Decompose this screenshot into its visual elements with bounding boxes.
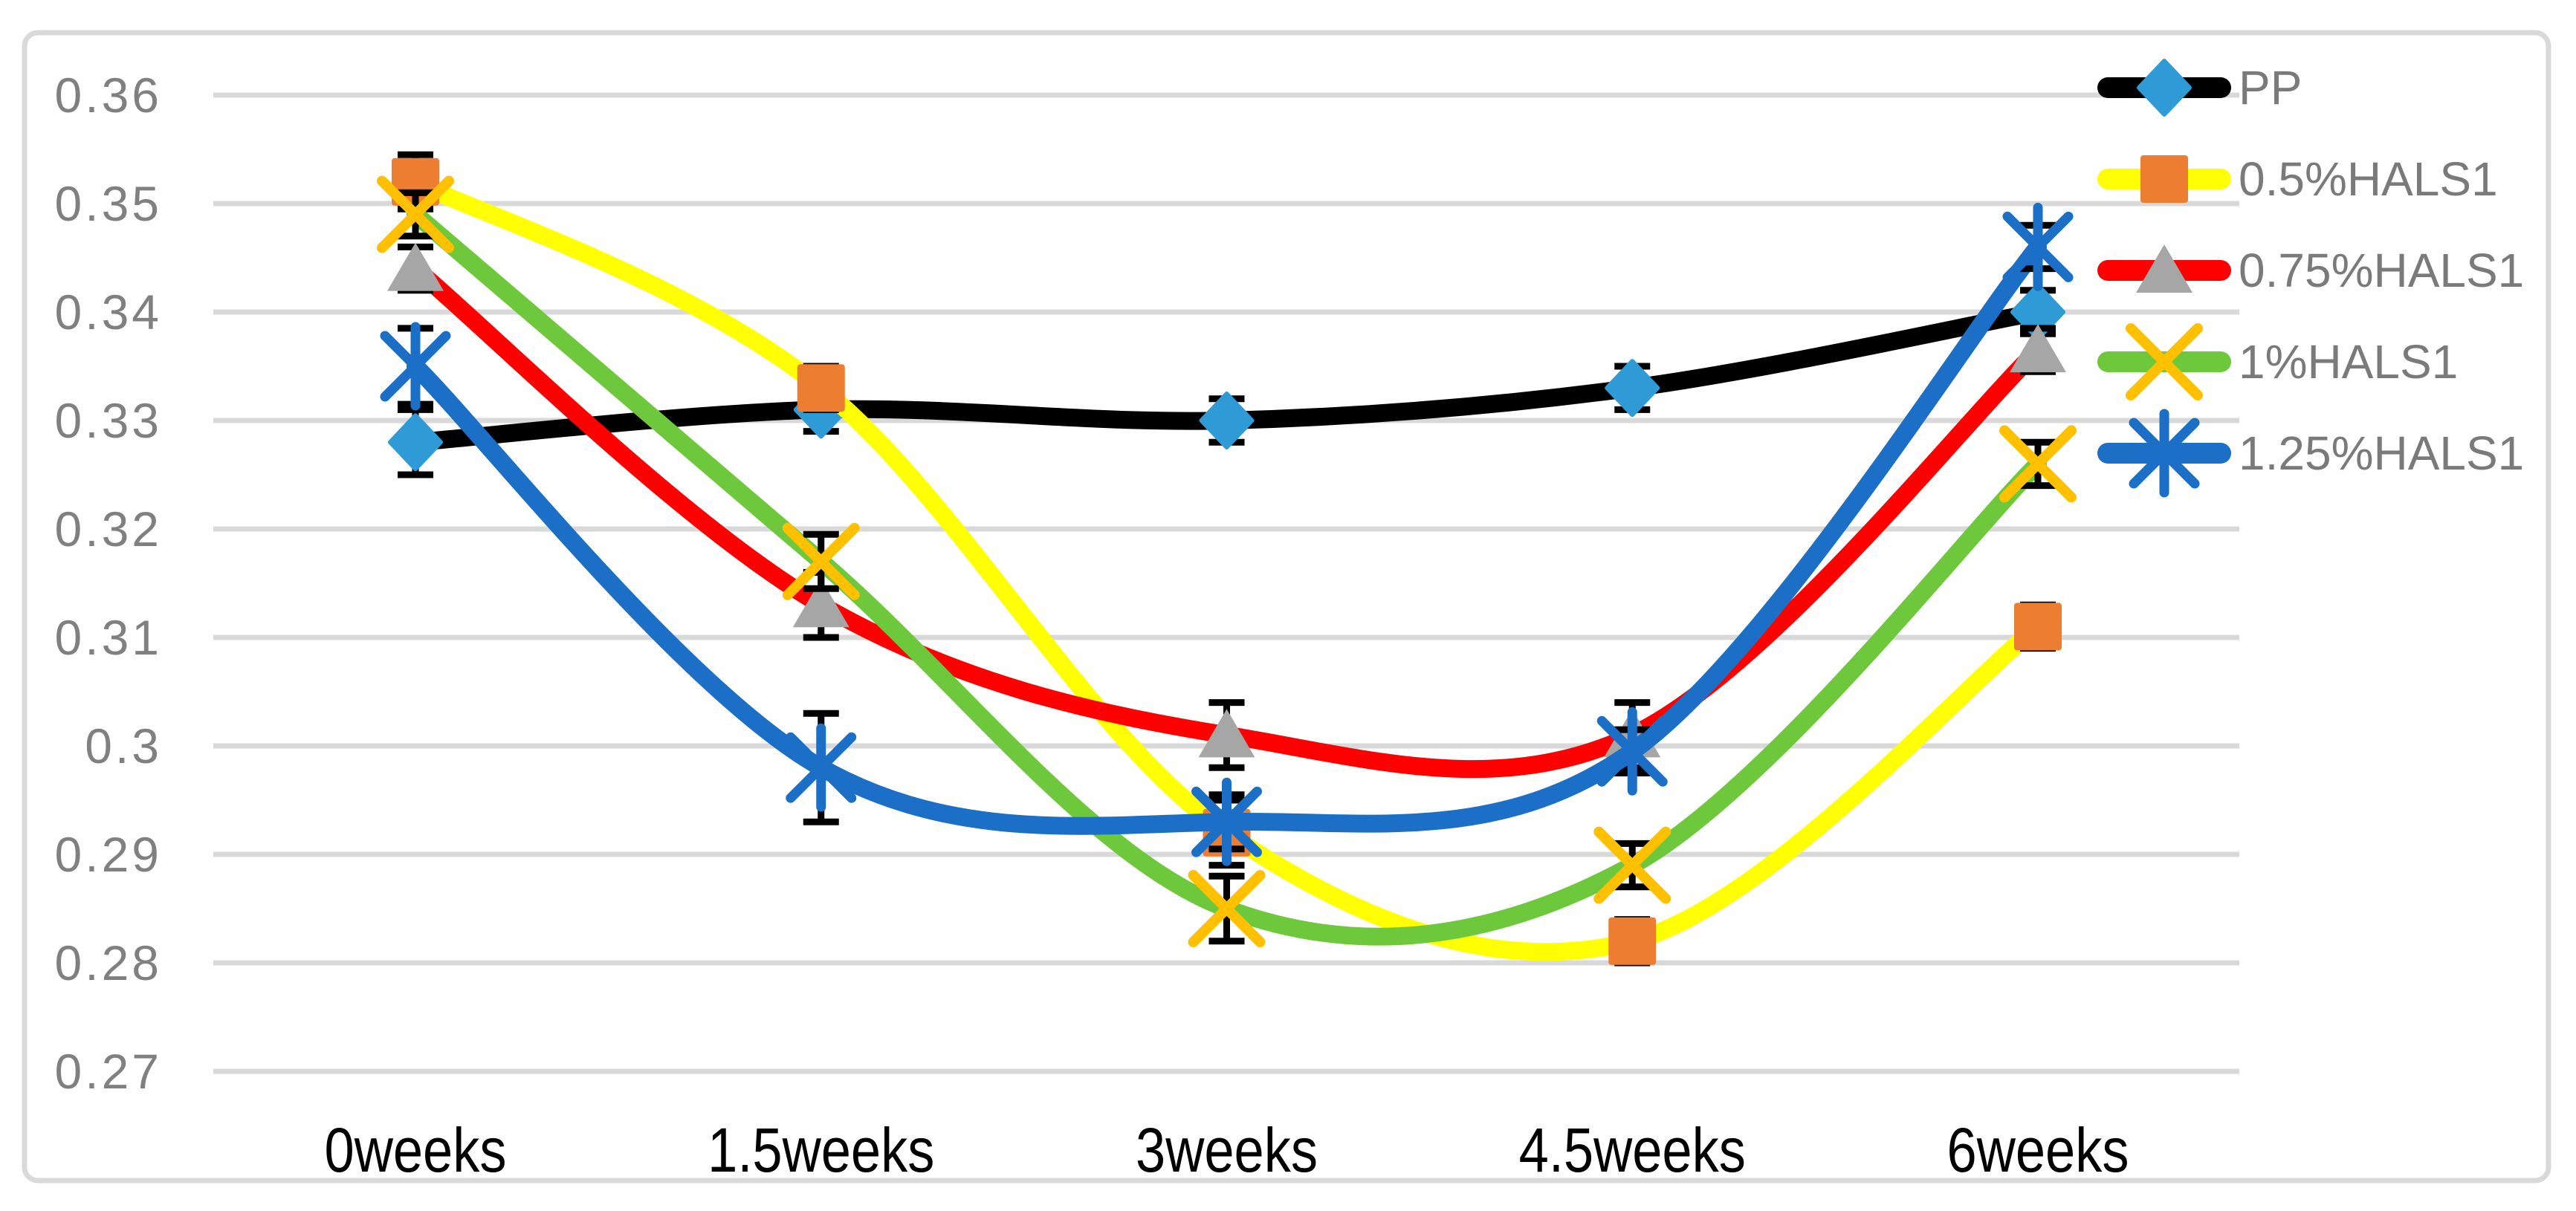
- x-marker-icon: [377, 175, 454, 253]
- triangle-marker-icon: [1198, 709, 1255, 758]
- y-axis-labels: 0.36 0.35 0.34 0.33 0.32 0.31 0.3 0.29 0.28 0.27: [55, 68, 162, 1099]
- x-axis-tick-label: 3weeks: [1136, 1115, 1318, 1185]
- diamond-marker-icon: [1199, 392, 1255, 449]
- legend-square-marker-icon: [2140, 155, 2188, 203]
- legend-asterisk-marker-icon: [2129, 409, 2200, 498]
- legend-diamond-marker-icon: [2137, 59, 2192, 117]
- square-marker-icon: [797, 364, 845, 412]
- triangle-marker-icon: [792, 579, 850, 628]
- x-marker-icon: [1999, 425, 2077, 503]
- series-line-1.25%HALS1: [407, 238, 2047, 835]
- y-axis-tick-label: 0.33: [55, 393, 162, 448]
- legend-x-marker-icon: [2126, 323, 2203, 400]
- asterisk-marker-icon: [786, 723, 857, 812]
- x-axis-tick-label: 0weeks: [325, 1115, 507, 1185]
- triangle-marker-icon: [387, 242, 444, 291]
- triangle-marker-icon: [2010, 324, 2066, 373]
- legend-label: 0.75%HALS1: [2239, 244, 2524, 297]
- x-marker-icon: [1593, 826, 1672, 904]
- legend-label: 0.5%HALS1: [2239, 152, 2498, 206]
- series-1.25%HALS1: [380, 202, 2074, 866]
- y-axis-tick-label: 0.27: [55, 1044, 162, 1099]
- y-axis-tick-label: 0.29: [55, 827, 162, 882]
- diamond-marker-icon: [388, 413, 443, 472]
- y-axis-tick-label: 0.3: [85, 718, 162, 773]
- legend-triangle-marker-icon: [2136, 244, 2192, 293]
- diamond-marker-icon: [1605, 359, 1660, 418]
- square-marker-icon: [2014, 603, 2062, 651]
- asterisk-marker-icon: [380, 322, 451, 411]
- square-marker-icon: [1608, 917, 1657, 965]
- legend-item-1.25%HALS1: 1.25%HALS1: [2097, 409, 2524, 498]
- x-marker-icon: [1188, 870, 1266, 947]
- asterisk-marker-icon: [1191, 777, 1262, 866]
- y-axis-tick-label: 0.28: [55, 935, 162, 990]
- x-axis-labels: 0weeks 1.5weeks 3weeks 4.5weeks 6weeks: [325, 1115, 2129, 1185]
- x-axis-tick-label: 4.5weeks: [1519, 1115, 1746, 1185]
- y-axis-tick-label: 0.31: [55, 610, 162, 665]
- legend: PP 0.5%HALS1 0.75%HALS1 1%HALS1 1.25%HALS1: [2097, 59, 2524, 498]
- series-1%HALS1: [377, 175, 2077, 947]
- y-axis-tick-label: 0.36: [55, 68, 162, 123]
- figure-border: [22, 30, 2551, 1184]
- x-axis-tick-label: 1.5weeks: [708, 1115, 934, 1185]
- legend-item-1%HALS1: 1%HALS1: [2097, 323, 2458, 400]
- x-marker-icon: [782, 522, 860, 600]
- y-axis-tick-label: 0.32: [55, 501, 162, 556]
- legend-label: 1.25%HALS1: [2239, 426, 2524, 480]
- legend-item-0.5%HALS1: 0.5%HALS1: [2097, 152, 2498, 206]
- legend-item-0.75%HALS1: 0.75%HALS1: [2097, 244, 2524, 297]
- legend-label: PP: [2239, 61, 2302, 114]
- asterisk-marker-icon: [2002, 202, 2074, 291]
- y-axis-tick-label: 0.35: [55, 176, 162, 231]
- x-axis-tick-label: 6weeks: [1947, 1115, 2129, 1185]
- legend-label: 1%HALS1: [2239, 335, 2458, 389]
- asterisk-marker-icon: [1596, 707, 1668, 796]
- y-axis-tick-label: 0.34: [55, 285, 162, 340]
- legend-item-PP: PP: [2097, 59, 2302, 117]
